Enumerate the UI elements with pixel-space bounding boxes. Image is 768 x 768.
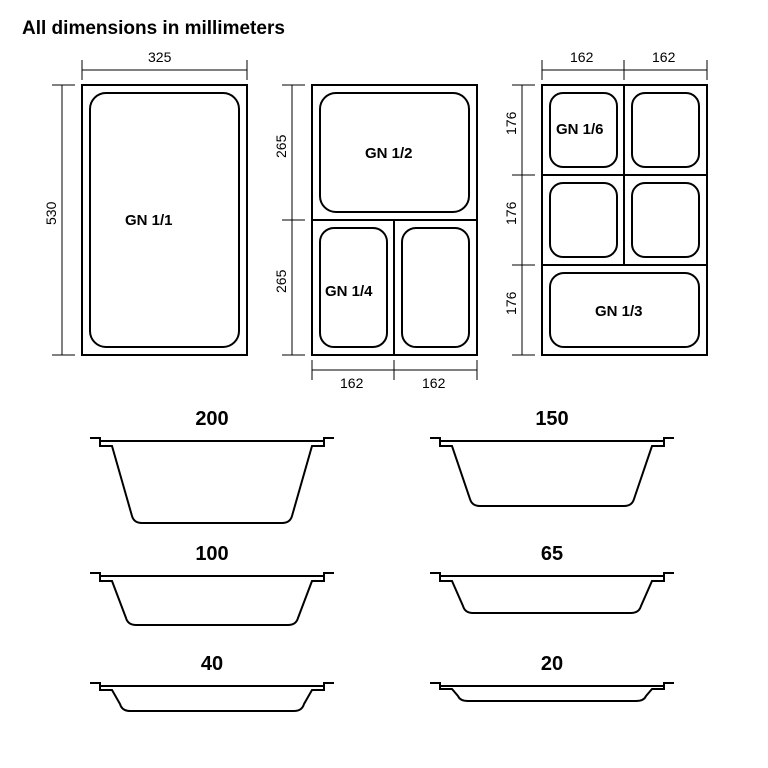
gn16-top-right: 162 bbox=[652, 49, 676, 65]
gn14-label: GN 1/4 bbox=[325, 283, 373, 300]
gn12-gn14-plan: 265 265 GN 1/2 GN 1/4 162 162 bbox=[273, 85, 477, 391]
gn11-top-dim: 325 bbox=[148, 49, 172, 65]
diagram-svg: 325 530 GN 1/1 265 265 GN 1/2 GN 1/4 bbox=[0, 0, 768, 768]
depth-150-label: 150 bbox=[535, 408, 568, 430]
gn11-plan: 325 530 GN 1/1 bbox=[43, 49, 247, 355]
gn16-left-2: 176 bbox=[503, 201, 519, 225]
gn16-left-3: 176 bbox=[503, 291, 519, 315]
depth-65-pan bbox=[430, 573, 674, 613]
gn11-label: GN 1/1 bbox=[125, 212, 173, 229]
depth-20-label: 20 bbox=[541, 653, 563, 675]
gn14-bottom-left: 162 bbox=[340, 375, 364, 391]
gn12-left-dim-upper: 265 bbox=[273, 134, 289, 158]
depth-200-label: 200 bbox=[195, 408, 228, 430]
depth-20-pan bbox=[430, 683, 674, 701]
gn14-bottom-right: 162 bbox=[422, 375, 446, 391]
page-title: All dimensions in millimeters bbox=[22, 18, 285, 40]
depth-150-pan bbox=[430, 438, 674, 506]
depth-40-pan bbox=[90, 683, 334, 711]
gn16-gn13-plan: 162 162 176 176 176 GN 1/6 GN 1/3 bbox=[503, 49, 707, 355]
gn16-top-left: 162 bbox=[570, 49, 594, 65]
depth-200-pan bbox=[90, 438, 334, 523]
depth-100-pan bbox=[90, 573, 334, 625]
depth-100-label: 100 bbox=[195, 543, 228, 565]
gn12-left-dim-lower: 265 bbox=[273, 269, 289, 293]
gn11-left-dim: 530 bbox=[43, 201, 59, 225]
depth-65-label: 65 bbox=[541, 543, 563, 565]
gn13-label: GN 1/3 bbox=[595, 303, 643, 320]
gn16-left-1: 176 bbox=[503, 111, 519, 135]
gn16-label: GN 1/6 bbox=[556, 121, 604, 138]
depth-40-label: 40 bbox=[201, 653, 223, 675]
gn12-label: GN 1/2 bbox=[365, 145, 413, 162]
